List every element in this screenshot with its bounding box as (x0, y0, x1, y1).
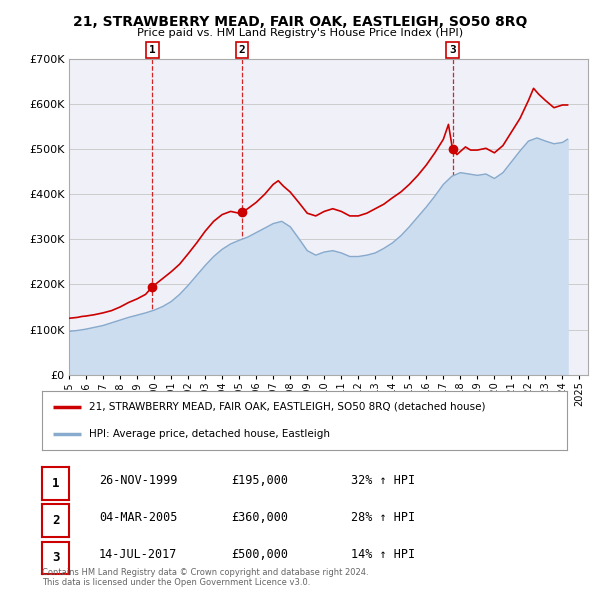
Text: 14-JUL-2017: 14-JUL-2017 (99, 548, 178, 562)
Text: £500,000: £500,000 (231, 548, 288, 562)
Text: 2: 2 (52, 514, 59, 527)
Text: 3: 3 (449, 45, 456, 55)
Text: £360,000: £360,000 (231, 511, 288, 525)
Text: Price paid vs. HM Land Registry's House Price Index (HPI): Price paid vs. HM Land Registry's House … (137, 28, 463, 38)
Text: 2: 2 (239, 45, 245, 55)
Text: £195,000: £195,000 (231, 474, 288, 487)
Text: 04-MAR-2005: 04-MAR-2005 (99, 511, 178, 525)
Text: 26-NOV-1999: 26-NOV-1999 (99, 474, 178, 487)
Text: 21, STRAWBERRY MEAD, FAIR OAK, EASTLEIGH, SO50 8RQ: 21, STRAWBERRY MEAD, FAIR OAK, EASTLEIGH… (73, 15, 527, 29)
Text: Contains HM Land Registry data © Crown copyright and database right 2024.
This d: Contains HM Land Registry data © Crown c… (42, 568, 368, 587)
Text: 28% ↑ HPI: 28% ↑ HPI (351, 511, 415, 525)
Text: 1: 1 (149, 45, 156, 55)
Text: 14% ↑ HPI: 14% ↑ HPI (351, 548, 415, 562)
Text: 21, STRAWBERRY MEAD, FAIR OAK, EASTLEIGH, SO50 8RQ (detached house): 21, STRAWBERRY MEAD, FAIR OAK, EASTLEIGH… (89, 402, 486, 411)
Text: 3: 3 (52, 551, 59, 565)
Text: 32% ↑ HPI: 32% ↑ HPI (351, 474, 415, 487)
Text: 1: 1 (52, 477, 59, 490)
Text: HPI: Average price, detached house, Eastleigh: HPI: Average price, detached house, East… (89, 429, 330, 438)
